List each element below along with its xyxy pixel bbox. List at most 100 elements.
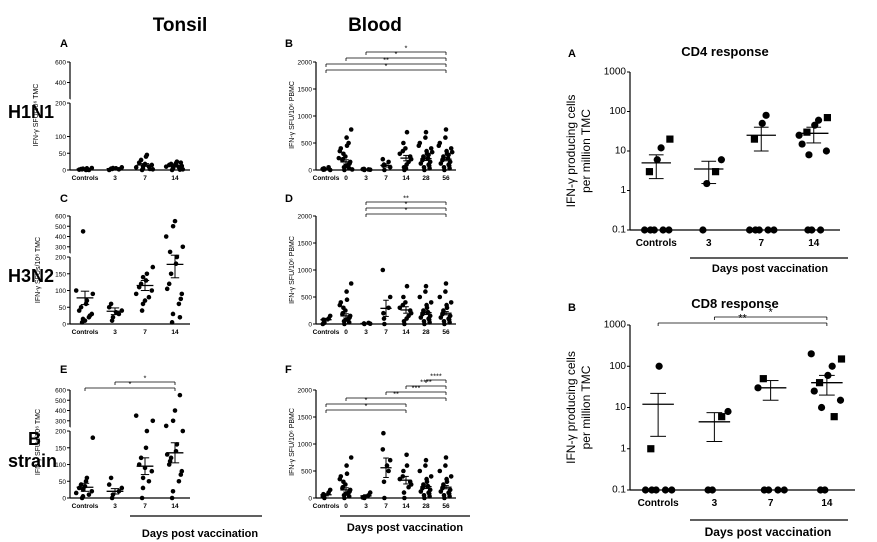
data-point [386, 159, 391, 165]
y-tick-label: 50 [59, 151, 67, 158]
data-point [73, 490, 79, 496]
data-point [746, 226, 754, 234]
y-tick-label: 400 [55, 80, 66, 87]
data-point [708, 486, 716, 494]
y-axis-label: IFN-γ SFU/10⁶ PBMC [289, 408, 296, 476]
data-point [780, 486, 788, 494]
data-point [110, 315, 116, 320]
data-point [349, 167, 355, 172]
x-tick-label: 3 [113, 329, 117, 336]
x-tick-label: 3 [113, 503, 117, 510]
x-tick-label: 0 [344, 503, 348, 510]
y-tick-label: 100 [609, 361, 626, 372]
data-point [428, 146, 434, 151]
data-point [400, 474, 406, 479]
y-axis-label-line2: per million TMC [579, 365, 593, 449]
data-point [150, 264, 156, 270]
data-point [659, 226, 667, 234]
data-point [448, 300, 454, 305]
data-point [444, 476, 449, 482]
data-point [108, 301, 114, 307]
data-point [650, 226, 658, 234]
data-point [168, 271, 174, 277]
data-point [423, 129, 429, 135]
data-point [106, 482, 112, 487]
chart-title: CD4 response [681, 44, 768, 59]
data-point [416, 143, 422, 148]
data-point [423, 457, 429, 463]
data-point [699, 226, 707, 234]
data-point [144, 271, 150, 277]
data-point [641, 226, 649, 234]
data-point [817, 403, 826, 412]
data-point [770, 226, 778, 234]
x-tick-label: 0 [344, 175, 348, 182]
data-point [441, 165, 447, 170]
data-point [348, 127, 354, 132]
data-point [381, 430, 386, 436]
data-point [177, 392, 183, 398]
data-point [78, 304, 84, 310]
significance-label: ** [383, 56, 389, 65]
data-point [169, 495, 175, 501]
y-tick-label: 400 [55, 234, 66, 241]
x-tick-label: Controls [313, 329, 340, 336]
row-label-b-line2: strain [8, 451, 57, 471]
significance-label: * [365, 396, 368, 405]
significance-label: *** [412, 384, 421, 393]
data-point [774, 486, 782, 494]
data-point [178, 472, 184, 477]
data-point [382, 321, 387, 327]
data-point [836, 396, 845, 404]
data-point [119, 485, 125, 491]
x-tick-label: Controls [72, 503, 99, 510]
axis-break [66, 97, 74, 105]
y-tick-label: 0.1 [612, 225, 626, 236]
data-point [437, 468, 443, 474]
panel-letter: A [568, 48, 576, 60]
y-tick-label: 0 [308, 168, 312, 175]
data-point [426, 163, 432, 168]
data-point [668, 486, 676, 494]
data-point [755, 226, 763, 234]
data-point [336, 155, 342, 161]
data-point [344, 463, 349, 468]
y-tick-label: 1500 [298, 87, 313, 94]
x-tick-label: 7 [758, 238, 764, 249]
data-point [401, 294, 406, 300]
y-tick-label: 200 [55, 429, 66, 436]
data-point [421, 165, 427, 170]
data-point [140, 301, 146, 307]
data-point [404, 316, 409, 321]
data-point [344, 471, 350, 477]
data-point [381, 316, 387, 321]
data-point [765, 486, 773, 494]
data-point [447, 313, 453, 319]
x-tick-label: Controls [72, 175, 99, 182]
data-point [380, 267, 386, 273]
panel-letter: B [568, 302, 576, 314]
chart-panel-c: 0 50 100 150 200 300 400 500 600 Controls 3 7 14 C IFN… [35, 193, 190, 336]
data-point [177, 315, 183, 320]
data-point [173, 261, 179, 267]
data-point [647, 445, 655, 453]
data-point [163, 423, 169, 429]
data-point [144, 428, 150, 434]
data-point [423, 135, 428, 140]
data-point [380, 447, 386, 452]
y-tick-label: 1000 [604, 320, 627, 331]
x-tick-label: 56 [442, 503, 450, 510]
y-tick-label: 0 [62, 496, 66, 503]
x-tick-label: 14 [402, 329, 410, 336]
significance-label: * [405, 206, 408, 215]
data-point [429, 149, 435, 155]
data-point [798, 140, 806, 148]
data-point [808, 226, 816, 234]
data-point [711, 168, 720, 176]
x-tick-label: Controls [313, 175, 340, 182]
data-point [338, 300, 344, 305]
data-point [149, 288, 155, 293]
x-tick-label: 14 [171, 329, 179, 336]
data-point [750, 135, 759, 143]
data-point [443, 135, 448, 140]
